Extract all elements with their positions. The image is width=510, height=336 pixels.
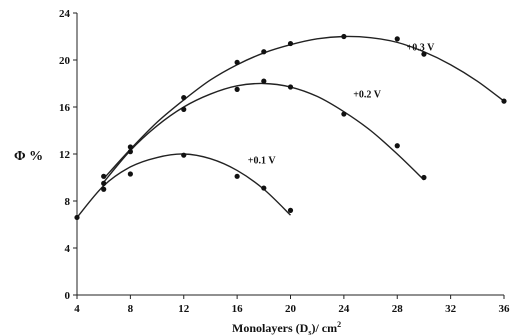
x-axis-label-tail: )/ cm (311, 321, 337, 335)
data-point (421, 174, 427, 181)
data-point (261, 49, 267, 55)
x-tick-label: 24 (338, 303, 350, 315)
data-point (341, 33, 347, 40)
data-point (181, 95, 187, 101)
data-point (234, 86, 240, 92)
data-point (234, 173, 240, 179)
y-tick-label: 24 (59, 8, 71, 20)
data-point (101, 173, 107, 179)
data-point (394, 143, 400, 149)
data-point (127, 171, 133, 177)
data-point (101, 186, 107, 192)
series-labels: +0.1 V +0.2 V +0.3 V (248, 43, 435, 167)
data-point (394, 36, 400, 42)
data-points (74, 33, 507, 221)
data-point (234, 59, 240, 65)
x-tick-label: 32 (445, 303, 457, 315)
data-point (287, 84, 294, 90)
x-tick-label: 4 (74, 303, 80, 315)
x-axis-label: Monolayers (Ds)/ cm2 (232, 320, 341, 336)
series-label-2: +0.2 V (353, 90, 382, 101)
x-tick-label: 8 (128, 303, 134, 315)
data-point (501, 98, 507, 104)
data-point (261, 185, 267, 191)
x-axis-label-main: Monolayers (D (232, 321, 309, 335)
y-tick-label: 0 (65, 290, 71, 302)
data-point (127, 149, 133, 155)
data-point (127, 144, 133, 150)
y-tick-label: 16 (59, 102, 71, 114)
y-tick-label: 20 (59, 55, 71, 67)
x-tick-label: 20 (285, 303, 297, 315)
x-axis-label-sup: 2 (337, 320, 341, 329)
data-point (421, 51, 427, 57)
axes (73, 12, 505, 299)
y-tick-label: 12 (59, 149, 71, 161)
data-point (287, 40, 294, 47)
x-axis-label-sub: s (308, 328, 311, 336)
data-point (341, 111, 347, 117)
fit-curves (76, 35, 505, 218)
data-point (261, 78, 267, 84)
data-point (181, 152, 187, 158)
x-tick-label: 12 (178, 303, 190, 315)
y-tick-label: 8 (65, 196, 71, 208)
x-tick-label: 16 (232, 303, 244, 315)
y-axis-label: Φ % (14, 149, 43, 164)
series-label-3: +0.3 V (407, 43, 436, 54)
series-label-1: +0.1 V (248, 155, 277, 166)
x-tick-label: 36 (499, 303, 510, 315)
data-point (74, 214, 80, 221)
y-tick-label: 4 (65, 243, 71, 255)
data-point (181, 106, 187, 112)
x-tick-label: 28 (392, 303, 404, 315)
data-point (287, 207, 294, 213)
series-curve-3 (103, 35, 505, 180)
data-point (101, 180, 107, 186)
